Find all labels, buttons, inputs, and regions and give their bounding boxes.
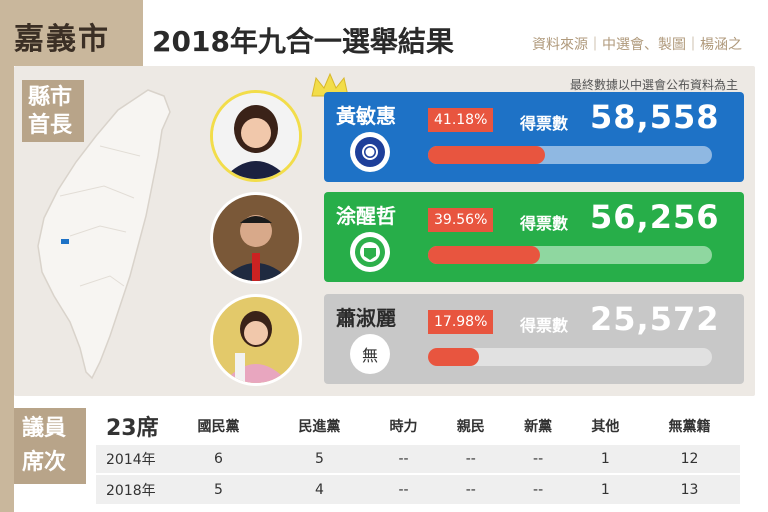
vote-bar — [428, 348, 712, 366]
table-cell: 6 — [168, 443, 269, 474]
mayor-label-line2: 首長 — [28, 113, 73, 138]
vote-count: 25,572 — [590, 300, 720, 338]
candidate-name: 涂醒哲 — [336, 204, 396, 228]
row-year: 2018年 — [96, 473, 168, 504]
table-row: 2014年 6 5 -- -- -- 1 12 — [96, 443, 740, 474]
table-row: 2018年 5 4 -- -- -- 1 13 — [96, 473, 740, 504]
table-cell: 13 — [639, 473, 740, 504]
mayor-label-line1: 縣市 — [28, 85, 73, 110]
city-tab: 嘉義市 — [0, 0, 143, 66]
column-header: 時力 — [389, 418, 418, 435]
vote-percentage: 41.18% — [428, 108, 494, 132]
vote-percentage: 39.56% — [428, 208, 494, 232]
table-cell: 4 — [268, 473, 370, 504]
candidate-card-3: 蕭淑麗 無 17.98% 得票數 25,572 — [324, 294, 744, 384]
dpp-flag-icon — [350, 232, 390, 272]
page-title: 2018年九合一選舉結果 — [152, 25, 454, 58]
mayor-section-label: 縣市 首長 — [22, 80, 84, 142]
council-label-line2: 席次 — [22, 450, 67, 475]
candidate-name: 黃敏惠 — [336, 104, 396, 128]
table-header-row: 23席 國民黨 民進黨 時力 親民 新黨 其他 無黨籍 — [96, 408, 740, 444]
candidate-name: 蕭淑麗 — [336, 306, 396, 330]
table-cell: 12 — [639, 443, 740, 474]
chiayi-marker — [61, 239, 69, 244]
table-cell: -- — [437, 443, 505, 474]
independent-badge-icon: 無 — [350, 334, 390, 374]
column-header: 民進黨 — [298, 418, 341, 435]
source-credit: 資料來源｜中選會、製圖｜楊涵之 — [532, 37, 742, 53]
candidate-card-1: 黃敏惠 41.18% 得票數 58,558 — [324, 92, 744, 182]
candidate-2-avatar — [210, 192, 302, 284]
vote-bar — [428, 246, 712, 264]
table-cell: -- — [369, 473, 438, 504]
table-cell: 1 — [571, 443, 639, 474]
table-cell: 5 — [268, 443, 370, 474]
table-cell: -- — [504, 473, 572, 504]
total-seats: 23席 — [106, 415, 159, 441]
taiwan-map-icon — [37, 89, 171, 380]
table-cell: 1 — [571, 473, 639, 504]
vote-count: 58,558 — [590, 98, 720, 136]
council-label-line1: 議員 — [22, 416, 67, 441]
vote-count: 56,256 — [590, 198, 720, 236]
column-header: 親民 — [456, 418, 485, 435]
table-cell: -- — [437, 473, 505, 504]
row-year: 2014年 — [96, 443, 168, 474]
candidate-3-avatar — [210, 294, 302, 386]
column-header: 國民黨 — [197, 418, 240, 435]
table-cell: -- — [369, 443, 438, 474]
vote-bar — [428, 146, 712, 164]
column-header: 無黨籍 — [668, 418, 711, 435]
kmt-sun-icon — [350, 132, 390, 172]
council-seats-table: 23席 國民黨 民進黨 時力 親民 新黨 其他 無黨籍 2014年 6 5 --… — [96, 408, 740, 504]
vote-bar-fill — [428, 246, 541, 264]
council-section-label: 議員 席次 — [14, 408, 86, 484]
votes-label: 得票數 — [520, 214, 569, 233]
data-note: 最終數據以中選會公布資料為主 — [569, 78, 738, 92]
votes-label: 得票數 — [520, 114, 569, 133]
column-header: 新黨 — [524, 418, 553, 435]
left-stripe — [0, 66, 14, 512]
vote-bar-fill — [428, 348, 480, 366]
candidate-card-2: 涂醒哲 39.56% 得票數 56,256 — [324, 192, 744, 282]
city-name: 嘉義市 — [14, 22, 110, 57]
table-cell: 5 — [168, 473, 269, 504]
column-header: 其他 — [591, 418, 620, 435]
vote-bar-fill — [428, 146, 545, 164]
candidate-1-avatar — [210, 90, 302, 182]
votes-label: 得票數 — [520, 316, 569, 335]
vote-percentage: 17.98% — [428, 310, 494, 334]
table-cell: -- — [504, 443, 572, 474]
